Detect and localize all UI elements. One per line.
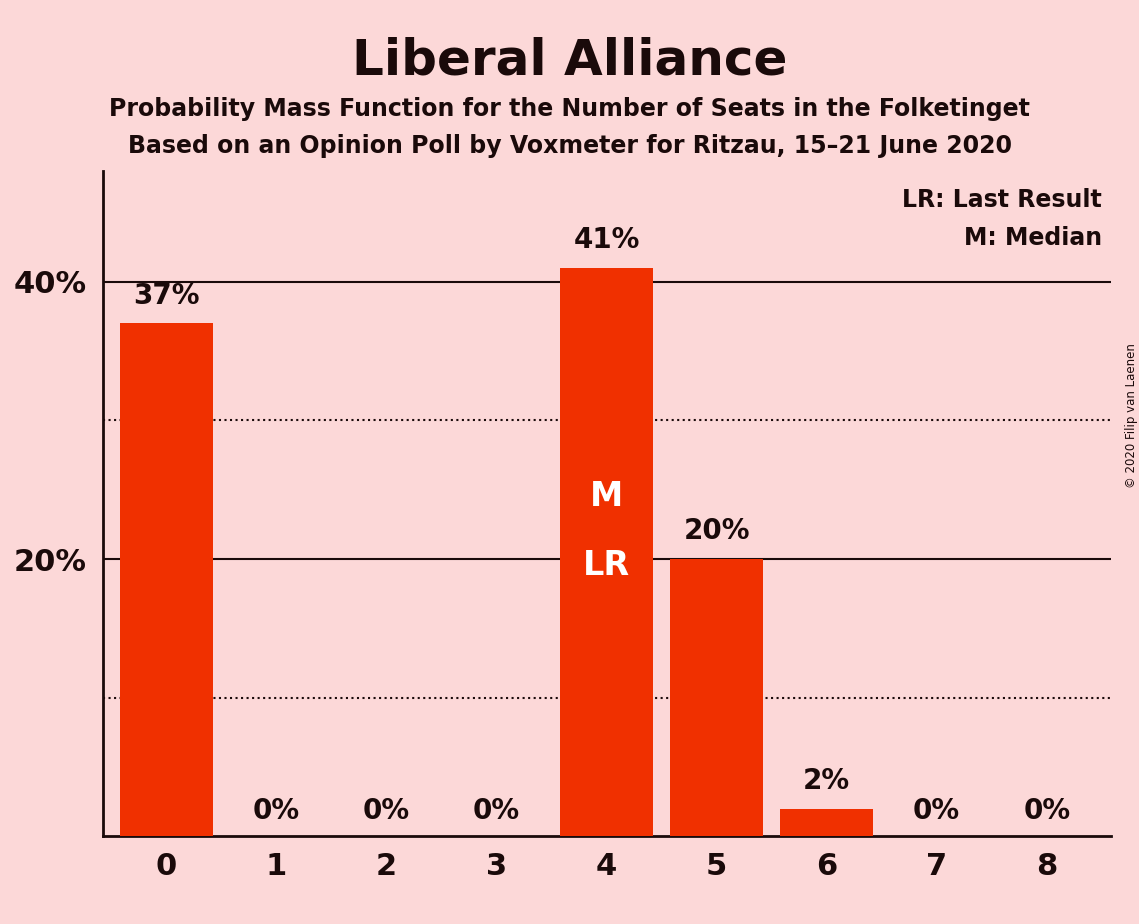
Text: © 2020 Filip van Laenen: © 2020 Filip van Laenen xyxy=(1124,344,1138,488)
Text: 37%: 37% xyxy=(133,282,199,310)
Text: 2%: 2% xyxy=(803,767,850,795)
Text: 20%: 20% xyxy=(683,517,749,545)
Text: Liberal Alliance: Liberal Alliance xyxy=(352,37,787,85)
Text: M: M xyxy=(590,480,623,513)
Text: 0%: 0% xyxy=(363,797,410,825)
Bar xyxy=(670,559,763,836)
Text: LR: LR xyxy=(583,550,630,582)
Text: 0%: 0% xyxy=(913,797,960,825)
Text: 0%: 0% xyxy=(1023,797,1071,825)
Text: Based on an Opinion Poll by Voxmeter for Ritzau, 15–21 June 2020: Based on an Opinion Poll by Voxmeter for… xyxy=(128,134,1011,158)
Text: 0%: 0% xyxy=(253,797,300,825)
Bar xyxy=(120,323,213,836)
Bar xyxy=(780,808,874,836)
Text: 0%: 0% xyxy=(473,797,521,825)
Bar xyxy=(559,268,654,836)
Text: Probability Mass Function for the Number of Seats in the Folketinget: Probability Mass Function for the Number… xyxy=(109,97,1030,121)
Text: M: Median: M: Median xyxy=(964,226,1101,250)
Text: 41%: 41% xyxy=(573,226,640,254)
Text: LR: Last Result: LR: Last Result xyxy=(902,188,1101,212)
